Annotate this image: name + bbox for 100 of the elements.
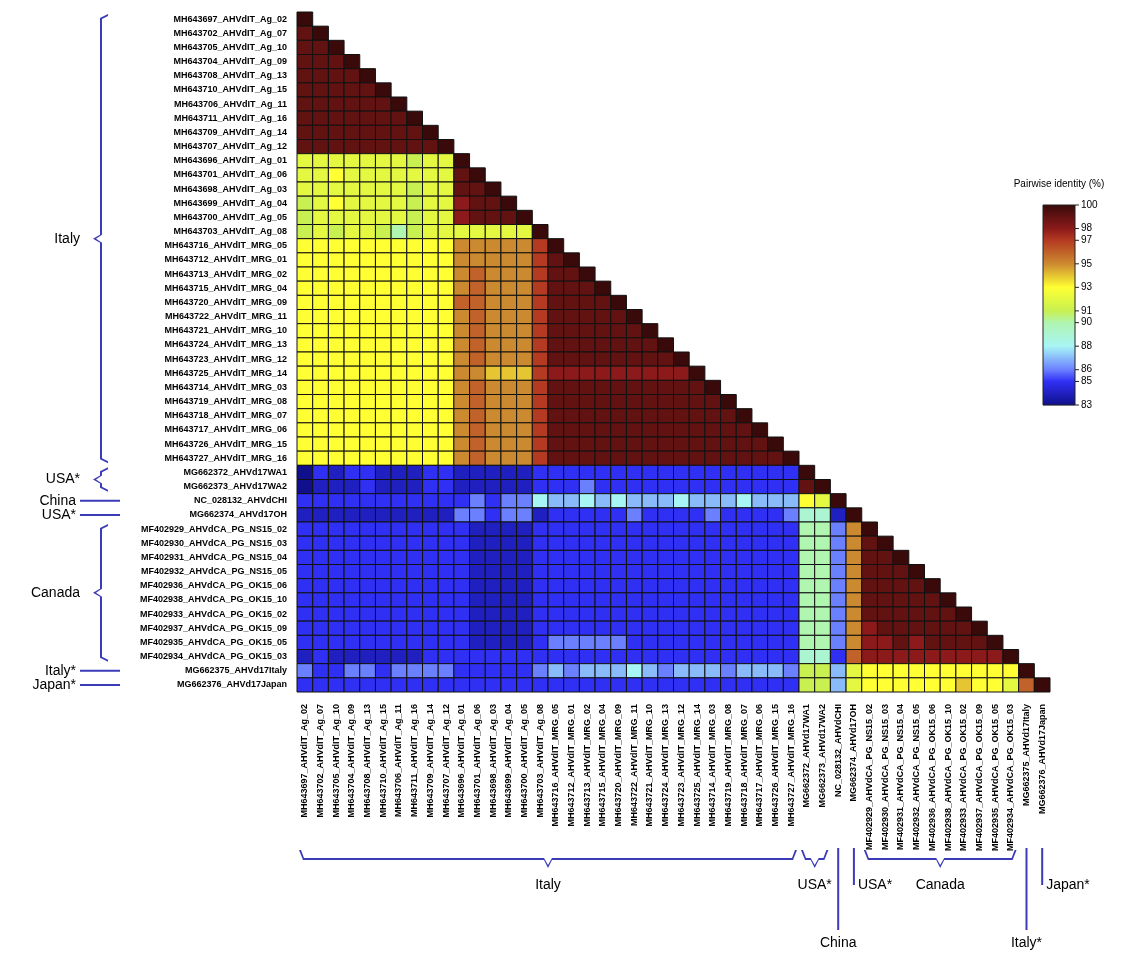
y-tick-label: MG662376_AHVd17Japan (176, 679, 287, 690)
x-tick-label: MG662375_AHVd17Italy (1020, 704, 1031, 807)
color-bar-title: Pairwise identity (%) (1013, 177, 1105, 189)
y-tick-label: MH643723_AHVdIT_MRG_12 (164, 353, 287, 364)
x-tick-label: MH643706_AHVdIT_Ag_11 (393, 704, 404, 818)
y-tick-label: MH643719_AHVdIT_MRG_08 (164, 396, 287, 407)
y-tick-label: MH643710_AHVdIT_Ag_15 (173, 84, 287, 95)
x-tick-label: MG662373_AHVd17WA2 (817, 704, 828, 808)
y-tick-label: MF402930_AHVdCA_PG_NS15_03 (140, 537, 287, 548)
y-tick-label: MH643727_AHVdIT_MRG_16 (164, 452, 287, 463)
x-tick-label: MH643727_AHVdIT_MRG_16 (785, 704, 796, 827)
y-tick-label: MH643701_AHVdIT_Ag_06 (173, 169, 287, 180)
y-tick-label: MG662374_AHVd17OH (189, 509, 287, 520)
x-tick-label: MH643700_AHVdIT_Ag_05 (518, 704, 529, 818)
x-tick-label: MH643718_AHVdIT_MRG_07 (738, 704, 749, 827)
text: USA* (41, 505, 77, 522)
x-tick-label: MG662376_AHVd17Japan (1036, 704, 1047, 815)
y-tick-label: MH643717_AHVdIT_MRG_06 (164, 424, 287, 435)
x-tick-label: MH643710_AHVdIT_Ag_15 (377, 704, 388, 818)
text: China (819, 933, 857, 950)
y-tick-label: MH643702_AHVdIT_Ag_07 (173, 27, 287, 38)
x-tick-label: MH643711_AHVdIT_Ag_16 (409, 704, 420, 818)
color-bar-label: 83 (1081, 398, 1093, 410)
y-tick-label: MH643726_AHVdIT_MRG_15 (164, 438, 287, 449)
x-tick-label: MF402932_AHVdCA_PG_NS15_05 (911, 704, 922, 851)
text: Italy* (44, 661, 77, 678)
y-tick-label: MH643704_AHVdIT_Ag_09 (173, 56, 287, 67)
text: Canada (915, 875, 965, 892)
x-tick-label: MH643696_AHVdIT_Ag_01 (456, 704, 467, 818)
y-tick-label: MH643716_AHVdIT_MRG_05 (164, 240, 287, 251)
color-bar-label: 93 (1081, 281, 1093, 293)
x-tick-label: MH643719_AHVdIT_MRG_08 (722, 704, 733, 827)
text: Canada (30, 583, 81, 600)
y-tick-label: MH643709_AHVdIT_Ag_14 (173, 126, 287, 137)
x-tick-label: MH643723_AHVdIT_MRG_12 (675, 704, 686, 827)
y-tick-label: MH643706_AHVdIT_Ag_11 (173, 98, 287, 109)
y-tick-label: MH643713_AHVdIT_MRG_02 (164, 268, 287, 279)
color-bar-label: 95 (1081, 257, 1093, 269)
y-tick-label: MH643722_AHVdIT_MRG_11 (164, 311, 287, 322)
x-tick-label: MH643722_AHVdIT_MRG_11 (628, 704, 639, 827)
y-tick-label: MF402932_AHVdCA_PG_NS15_05 (140, 566, 287, 577)
y-tick-label: MH643712_AHVdIT_MRG_01 (164, 254, 287, 265)
x-tick-label: MF402937_AHVdCA_PG_OK15_09 (973, 704, 984, 852)
y-tick-label: MF402938_AHVdCA_PG_OK15_10 (139, 594, 287, 605)
x-tick-label: NC_028132_AHVdCHI (832, 704, 843, 798)
x-tick-label: MF402931_AHVdCA_PG_NS15_04 (895, 704, 906, 851)
y-tick-label: MH643715_AHVdIT_MRG_04 (164, 282, 287, 293)
y-tick-label: NC_028132_AHVdCHI (193, 495, 287, 506)
y-tick-label: MH643718_AHVdIT_MRG_07 (164, 410, 287, 421)
x-tick-label: MF402936_AHVdCA_PG_OK15_06 (926, 704, 937, 852)
x-tick-label: MF402935_AHVdCA_PG_OK15_05 (989, 704, 1000, 852)
x-tick-label: MH643725_AHVdIT_MRG_14 (691, 704, 702, 827)
x-tick-label: MH643704_AHVdIT_Ag_09 (346, 704, 357, 818)
x-tick-label: MH643709_AHVdIT_Ag_14 (424, 704, 435, 818)
y-tick-label: MH643725_AHVdIT_MRG_14 (164, 367, 287, 378)
x-tick-label: MH643713_AHVdIT_MRG_02 (581, 704, 592, 827)
x-tick-label: MH643720_AHVdIT_MRG_09 (613, 704, 624, 827)
x-tick-label: MH643699_AHVdIT_Ag_04 (503, 704, 514, 818)
text: Italy (535, 875, 561, 892)
color-bar-label: 86 (1081, 363, 1093, 375)
x-tick-label: MH643724_AHVdIT_MRG_13 (660, 704, 671, 827)
color-bar-label: 91 (1081, 304, 1093, 316)
x-tick-label: MH643717_AHVdIT_MRG_06 (754, 704, 765, 827)
text: USA* (857, 875, 893, 892)
color-bar-label: 90 (1081, 316, 1093, 328)
y-tick-label: MG662375_AHVd17Italy (184, 665, 287, 676)
y-tick-label: MH643697_AHVdIT_Ag_02 (173, 13, 287, 24)
x-tick-label: MH643726_AHVdIT_MRG_15 (769, 704, 780, 827)
y-tick-label: MH643711_AHVdIT_Ag_16 (173, 112, 287, 123)
x-tick-label: MF402933_AHVdCA_PG_OK15_02 (958, 704, 969, 852)
y-tick-label: MG662373_AHVd17WA2 (183, 481, 287, 492)
x-tick-label: MG662372_AHVd17WA1 (801, 704, 812, 808)
y-tick-label: MH643698_AHVdIT_Ag_03 (173, 183, 287, 194)
text: Japan* (1046, 875, 1091, 892)
x-tick-label: MF402929_AHVdCA_PG_NS15_02 (864, 704, 875, 851)
y-tick-label: MH643724_AHVdIT_MRG_13 (164, 339, 287, 350)
color-bar-label: 85 (1081, 375, 1093, 387)
x-tick-label: MH643715_AHVdIT_MRG_04 (597, 704, 608, 827)
color-bar-label: 97 (1081, 234, 1093, 246)
x-tick-label: MH643708_AHVdIT_Ag_13 (362, 704, 373, 818)
color-bar-label: 100 (1081, 198, 1099, 210)
y-tick-label: MH643696_AHVdIT_Ag_01 (173, 155, 287, 166)
y-tick-label: MF402937_AHVdCA_PG_OK15_09 (139, 622, 287, 633)
text: Italy (54, 229, 80, 246)
y-tick-label: MH643707_AHVdIT_Ag_12 (173, 141, 287, 152)
text: Italy* (1010, 933, 1043, 950)
y-tick-label: MF402929_AHVdCA_PG_NS15_02 (140, 523, 287, 534)
y-tick-label: MH643720_AHVdIT_MRG_09 (164, 296, 287, 307)
y-tick-label: MH643699_AHVdIT_Ag_04 (173, 197, 287, 208)
y-tick-label: MH643700_AHVdIT_Ag_05 (173, 211, 287, 222)
x-tick-label: MH643714_AHVdIT_MRG_03 (707, 704, 718, 827)
y-tick-label: MG662372_AHVd17WA1 (183, 466, 287, 477)
x-tick-label: MF402930_AHVdCA_PG_NS15_03 (879, 704, 890, 851)
text: USA* (45, 470, 81, 487)
y-tick-label: MH643708_AHVdIT_Ag_13 (173, 70, 287, 81)
x-tick-label: MH643703_AHVdIT_Ag_08 (534, 704, 545, 818)
y-tick-label: MF402933_AHVdCA_PG_OK15_02 (139, 608, 287, 619)
x-tick-label: MH643698_AHVdIT_Ag_03 (487, 704, 498, 818)
y-tick-label: MH643703_AHVdIT_Ag_08 (173, 226, 287, 237)
y-tick-label: MF402931_AHVdCA_PG_NS15_04 (140, 551, 287, 562)
